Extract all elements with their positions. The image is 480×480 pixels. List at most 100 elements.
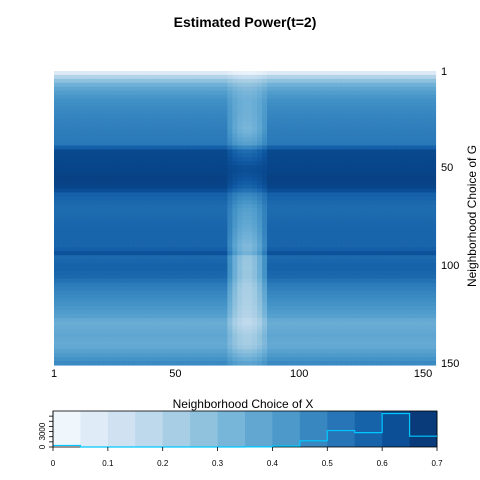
heatmap-cell	[281, 176, 288, 182]
heatmap-cell	[291, 172, 298, 178]
heatmap-cell	[182, 121, 189, 127]
heatmap-cell	[128, 317, 134, 323]
heatmap-cell	[207, 192, 214, 198]
heatmap-cell	[380, 133, 387, 139]
heatmap-cell	[207, 78, 214, 84]
heatmap-cell	[276, 314, 283, 319]
heatmap-cell	[257, 86, 263, 92]
heatmap-cell	[202, 294, 209, 299]
heatmap-cell	[351, 94, 357, 100]
heatmap-cell	[395, 274, 402, 280]
heatmap-cell	[187, 247, 194, 252]
heatmap-cell	[177, 266, 184, 272]
heatmap-cell	[242, 212, 248, 217]
heatmap-cell	[88, 263, 95, 268]
heatmap-cell	[128, 310, 134, 315]
heatmap-cell	[316, 157, 323, 162]
heatmap-cell	[93, 286, 100, 292]
heatmap-cell	[207, 137, 214, 143]
heatmap-cell	[88, 259, 95, 264]
heatmap-cell	[336, 247, 342, 252]
heatmap-cell	[177, 247, 184, 252]
heatmap-cell	[88, 82, 95, 88]
heatmap-cell	[153, 71, 159, 76]
heatmap-cell	[98, 133, 105, 139]
heatmap-cell	[430, 227, 437, 233]
heatmap-cell	[252, 219, 258, 225]
heatmap-cell	[88, 314, 95, 319]
heatmap-cell	[78, 153, 85, 158]
heatmap-cell	[177, 180, 184, 186]
heatmap-cell	[148, 286, 154, 292]
heatmap-cell	[153, 161, 159, 166]
heatmap-cell	[390, 82, 397, 88]
heatmap-cell	[68, 86, 75, 92]
heatmap-cell	[395, 86, 402, 92]
heatmap-cell	[356, 125, 362, 131]
heatmap-cell	[336, 125, 342, 131]
heatmap-cell	[262, 255, 268, 260]
heatmap-cell	[138, 321, 144, 327]
heatmap-cell	[237, 247, 243, 252]
heatmap-cell	[242, 255, 248, 260]
heatmap-cell	[257, 298, 263, 303]
heatmap-cell	[400, 266, 407, 272]
heatmap-cell	[262, 251, 268, 256]
heatmap-cell	[271, 74, 278, 80]
heatmap-cell	[296, 317, 303, 323]
heatmap-cell	[390, 302, 397, 307]
heatmap-cell	[311, 310, 318, 315]
heatmap-cell	[182, 196, 189, 201]
heatmap-cell	[93, 212, 100, 217]
heatmap-cell	[425, 94, 432, 100]
heatmap-cell	[405, 306, 412, 311]
heatmap-cell	[331, 306, 337, 311]
heatmap-cell	[153, 223, 159, 229]
heatmap-cell	[73, 86, 80, 92]
heatmap-cell	[222, 129, 228, 135]
heatmap-cell	[58, 118, 65, 123]
heatmap-cell	[276, 145, 283, 150]
heatmap-cell	[400, 118, 407, 123]
heatmap-cell	[262, 259, 268, 264]
heatmap-cell	[296, 106, 303, 111]
heatmap-cell	[88, 129, 95, 135]
heatmap-cell	[420, 106, 427, 111]
heatmap-cell	[281, 165, 288, 170]
heatmap-cell	[217, 188, 224, 194]
heatmap-cell	[63, 216, 70, 221]
heatmap-cell	[321, 176, 328, 182]
heatmap-cell	[276, 302, 283, 307]
heatmap-cell	[192, 239, 199, 245]
heatmap-cell	[267, 235, 273, 241]
heatmap-cell	[271, 286, 278, 292]
heatmap-cell	[78, 270, 85, 276]
heatmap-cell	[177, 306, 184, 311]
heatmap-cell	[222, 266, 228, 272]
heatmap-cell	[306, 294, 313, 299]
heatmap-cell	[361, 231, 367, 237]
heatmap-cell	[311, 114, 318, 119]
heatmap-cell	[118, 298, 124, 303]
heatmap-cell	[98, 74, 105, 80]
heatmap-cell	[336, 219, 342, 225]
heatmap-cell	[262, 286, 268, 292]
heatmap-cell	[217, 298, 224, 303]
heatmap-cell	[192, 243, 199, 248]
heatmap-cell	[336, 302, 342, 307]
heatmap-cell	[425, 176, 432, 182]
heatmap-cell	[415, 208, 422, 213]
heatmap-cell	[93, 223, 100, 229]
heatmap-cell	[346, 118, 352, 123]
heatmap-cell	[321, 310, 328, 315]
heatmap-cell	[143, 290, 149, 296]
heatmap-cell	[420, 78, 427, 84]
heatmap-cell	[153, 121, 159, 127]
heatmap-cell	[58, 141, 65, 147]
heatmap-cell	[356, 106, 362, 111]
heatmap-cell	[192, 125, 199, 131]
heatmap-cell	[202, 137, 209, 143]
heatmap-cell	[192, 219, 199, 225]
heatmap-cell	[133, 270, 139, 276]
heatmap-cell	[425, 235, 432, 241]
